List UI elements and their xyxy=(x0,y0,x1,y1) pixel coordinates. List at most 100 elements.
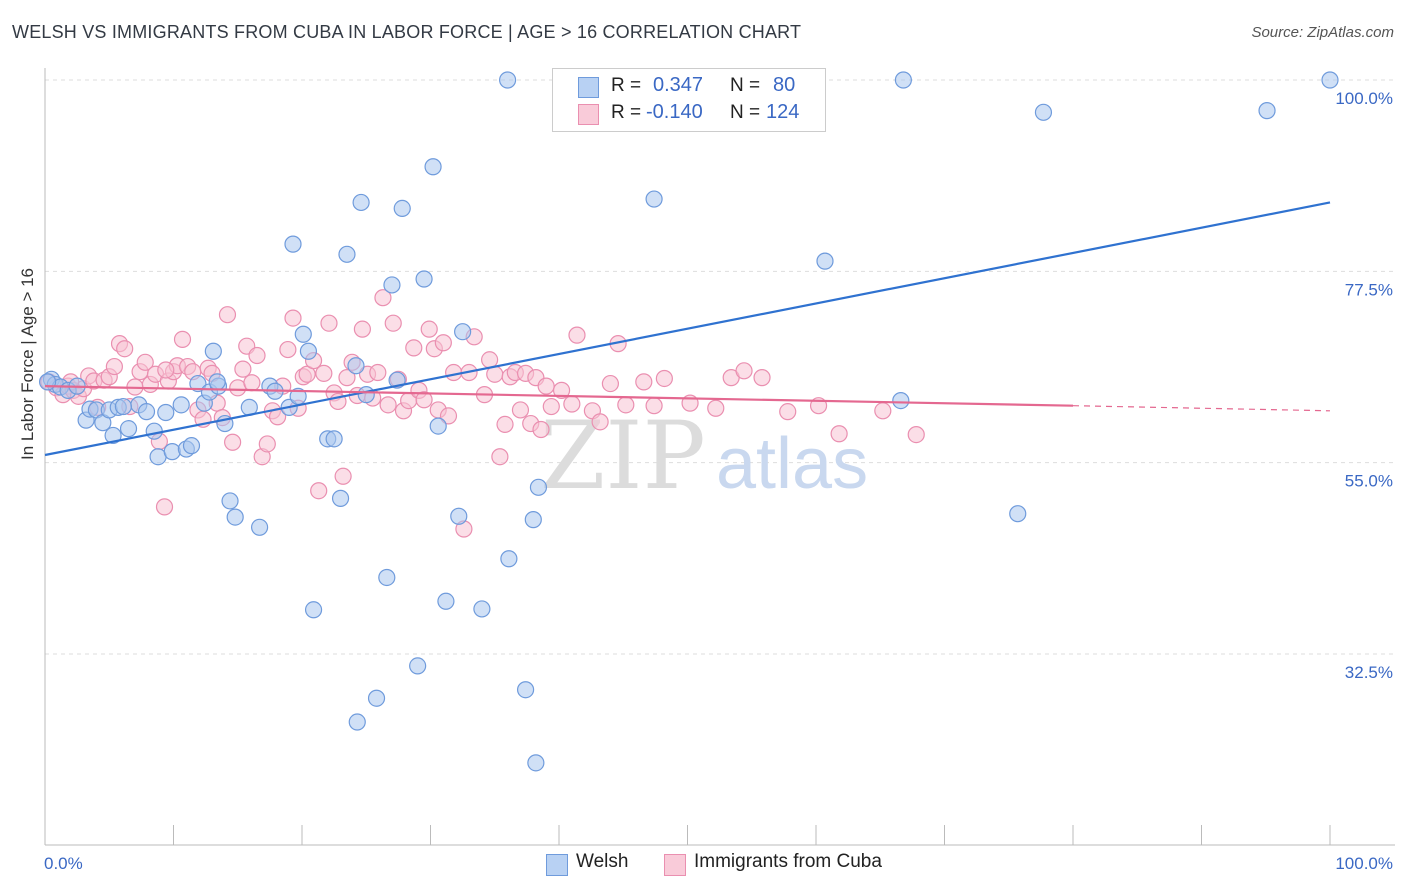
welsh-point-60 xyxy=(473,600,491,618)
cuba-trend-extension xyxy=(1072,405,1331,412)
legend-n-value-cuba: 124 xyxy=(766,101,800,123)
legend-swatch-welsh xyxy=(578,77,599,98)
welsh-point-59 xyxy=(454,323,472,341)
cuba-point-22 xyxy=(155,498,174,516)
welsh-point-72 xyxy=(894,71,912,89)
watermark-zip: ZIP xyxy=(540,402,706,511)
cuba-point-117 xyxy=(874,402,892,420)
trend-lines xyxy=(44,201,1331,457)
welsh-point-10 xyxy=(104,426,122,445)
cuba-point-12 xyxy=(105,357,123,376)
welsh-point-53 xyxy=(409,657,427,675)
welsh-point-37 xyxy=(294,325,312,343)
welsh-point-22 xyxy=(189,374,207,393)
cuba-point-67 xyxy=(379,396,397,414)
cuba-point-38 xyxy=(234,360,252,378)
cuba-point-85 xyxy=(481,351,499,369)
welsh-point-77 xyxy=(38,373,57,391)
axes xyxy=(44,68,1395,846)
legend-r-label-cuba: R = xyxy=(611,102,642,123)
cuba-point-55 xyxy=(320,314,338,332)
welsh-point-58 xyxy=(450,507,468,525)
legend-n-label-welsh: N = xyxy=(730,75,761,96)
welsh-point-78 xyxy=(114,397,132,416)
bottom-legend-welsh: Welsh xyxy=(576,851,629,872)
source-label: Source: ZipAtlas.com xyxy=(1251,24,1394,41)
cuba-point-78 xyxy=(434,334,452,352)
y-tick-label-1: 55.0% xyxy=(1345,472,1393,491)
legend-swatch-cuba xyxy=(578,104,599,125)
welsh-point-46 xyxy=(357,386,375,404)
cuba-point-100 xyxy=(568,326,586,344)
cuba-point-47 xyxy=(279,340,297,359)
cuba-point-43 xyxy=(258,435,276,453)
welsh-point-66 xyxy=(499,71,517,89)
cuba-point-66 xyxy=(374,289,392,307)
cuba-point-110 xyxy=(707,399,725,417)
welsh-point-50 xyxy=(383,276,401,294)
cuba-point-103 xyxy=(601,374,620,393)
welsh-point-55 xyxy=(424,158,442,176)
x-tick-labels: 0.0% 100.0% xyxy=(44,854,1393,873)
welsh-point-69 xyxy=(645,190,663,208)
series-cuba-points xyxy=(40,289,925,538)
welsh-point-44 xyxy=(347,357,365,375)
welsh-point-38 xyxy=(299,342,318,360)
cuba-point-14 xyxy=(116,340,134,358)
legend-n-value-welsh: 80 xyxy=(773,74,796,96)
cuba-point-65 xyxy=(369,363,387,382)
welsh-point-12 xyxy=(119,420,138,438)
welsh-point-73 xyxy=(1009,505,1027,523)
welsh-point-62 xyxy=(516,681,535,699)
welsh-point-39 xyxy=(304,601,323,619)
welsh-point-71 xyxy=(892,391,910,410)
welsh-point-74 xyxy=(1034,103,1053,121)
cuba-point-58 xyxy=(334,467,352,485)
welsh-point-54 xyxy=(415,270,433,288)
cuba-point-48 xyxy=(284,309,302,327)
bottom-legend-cuba: Immigrants from Cuba xyxy=(694,851,882,872)
cuba-point-18 xyxy=(136,353,154,371)
cuba-point-74 xyxy=(415,391,433,409)
welsh-point-57 xyxy=(437,592,455,610)
cuba-point-26 xyxy=(173,330,192,348)
cuba-point-79 xyxy=(439,407,458,425)
welsh-point-79 xyxy=(208,373,226,391)
cuba-point-68 xyxy=(384,314,402,332)
welsh-point-56 xyxy=(429,417,447,435)
cuba-point-97 xyxy=(542,397,560,416)
cuba-point-62 xyxy=(353,320,371,338)
welsh-point-28 xyxy=(221,492,239,510)
x-tick-label-1: 100.0% xyxy=(1335,854,1393,873)
cuba-point-35 xyxy=(218,306,237,324)
cuba-point-96 xyxy=(537,377,555,395)
cuba-point-113 xyxy=(753,369,771,387)
welsh-point-70 xyxy=(816,252,834,270)
welsh-point-29 xyxy=(226,508,244,526)
welsh-point-45 xyxy=(352,193,370,212)
cuba-point-88 xyxy=(496,415,514,433)
chart-title: WELSH VS IMMIGRANTS FROM CUBA IN LABOR F… xyxy=(12,22,802,42)
welsh-point-17 xyxy=(157,403,175,422)
welsh-point-19 xyxy=(172,396,190,414)
welsh-point-25 xyxy=(204,342,222,360)
bottom-legend-swatch-cuba xyxy=(664,854,686,876)
welsh-point-35 xyxy=(284,235,302,253)
welsh-point-49 xyxy=(378,568,396,587)
cuba-point-91 xyxy=(511,401,530,419)
cuba-point-75 xyxy=(420,320,438,338)
y-tick-labels: 32.5% 55.0% 77.5% 100.0% xyxy=(1335,89,1393,682)
cuba-point-36 xyxy=(224,433,242,451)
welsh-point-18 xyxy=(163,443,181,461)
cuba-point-72 xyxy=(405,339,423,357)
y-tick-label-0: 32.5% xyxy=(1345,663,1393,682)
welsh-point-63 xyxy=(524,511,542,529)
welsh-point-43 xyxy=(338,245,356,263)
cuba-point-116 xyxy=(830,425,848,443)
welsh-point-47 xyxy=(348,713,366,731)
cuba-point-108 xyxy=(655,369,673,388)
welsh-point-14 xyxy=(137,403,156,421)
cuba-point-54 xyxy=(315,364,333,382)
bottom-legend-swatch-welsh xyxy=(546,854,568,876)
